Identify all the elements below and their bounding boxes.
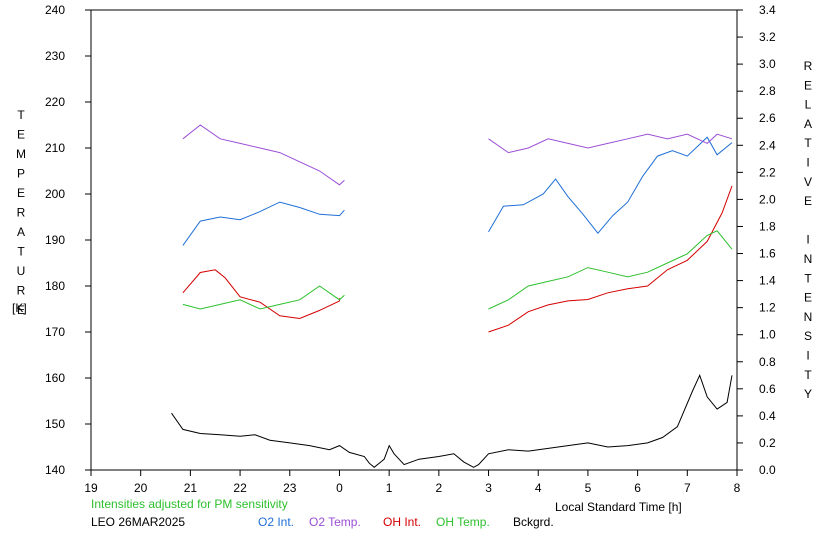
series-oh-int-line bbox=[182, 269, 340, 320]
x-tick-label: 19 bbox=[84, 481, 98, 495]
y-right-tick-label: 1.4 bbox=[759, 274, 776, 288]
x-tick-label: 4 bbox=[535, 481, 542, 495]
legend-item: OH Temp. bbox=[436, 515, 490, 529]
y-right-tick-label: 1.0 bbox=[759, 328, 776, 342]
y-right-label-char: E bbox=[804, 78, 812, 92]
note-text: Intensities adjusted for PM sensitivity bbox=[91, 497, 288, 511]
axes-layer: 19 20 21 22 23 0 1 2 3 4 5 6 7 8240230220210200190180… bbox=[45, 3, 776, 495]
y-right-label-char: V bbox=[804, 175, 812, 189]
x-tick-label: 20 bbox=[134, 481, 148, 495]
y-right-label-char: R bbox=[804, 59, 813, 73]
x-tick-label: 7 bbox=[684, 481, 691, 495]
y-right-tick-label: 2.0 bbox=[759, 192, 776, 206]
legend: O2 Int. O2 Temp. OH Int. OH Temp. Bckgrd. bbox=[258, 515, 554, 529]
legend-item: OH Int. bbox=[383, 515, 421, 529]
y-right-tick-label: 3.2 bbox=[759, 30, 776, 44]
y-right-tick-label: 0.6 bbox=[759, 382, 776, 396]
y-left-unit: [K] bbox=[12, 301, 27, 315]
series-oh-temp-line bbox=[182, 285, 345, 310]
y-right-tick-label: 1.8 bbox=[759, 219, 776, 233]
y-left-tick-label: 180 bbox=[45, 279, 65, 293]
series-o2-int-line bbox=[488, 136, 733, 234]
legend-item: O2 Int. bbox=[258, 515, 294, 529]
y-right-label-char: I bbox=[806, 156, 809, 170]
y-right-label-char: N bbox=[804, 310, 813, 324]
y-left-label-char: T bbox=[17, 245, 25, 259]
y-left-tick-label: 210 bbox=[45, 141, 65, 155]
y-left-tick-label: 230 bbox=[45, 49, 65, 63]
y-left-tick-label: 160 bbox=[45, 371, 65, 385]
y-left-label-char: R bbox=[17, 284, 26, 298]
series-o2-temp-line bbox=[182, 124, 345, 186]
x-tick-label: 0 bbox=[336, 481, 343, 495]
x-tick-label: 3 bbox=[485, 481, 492, 495]
y-right-tick-label: 1.2 bbox=[759, 301, 776, 315]
plot-area-frame bbox=[90, 9, 738, 471]
y-right-label-char: I bbox=[806, 349, 809, 363]
x-tick-label: 8 bbox=[734, 481, 741, 495]
y-left-label-char: R bbox=[17, 206, 26, 220]
site-date-text: LEO 26MAR2025 bbox=[91, 515, 185, 529]
y-left-label-char: A bbox=[17, 225, 25, 239]
y-left-tick-label: 190 bbox=[45, 233, 65, 247]
x-tick-label: 2 bbox=[436, 481, 443, 495]
x-tick-label: 6 bbox=[634, 481, 641, 495]
y-right-tick-label: 2.4 bbox=[759, 138, 776, 152]
series-o2-temp-line bbox=[488, 133, 733, 154]
y-right-label-char: E bbox=[804, 291, 812, 305]
y-right-label-char: L bbox=[805, 98, 812, 112]
y-right-label-char: S bbox=[804, 329, 812, 343]
y-left-label-char: E bbox=[17, 186, 25, 200]
y-left-tick-label: 240 bbox=[45, 3, 65, 17]
y-right-tick-label: 0.2 bbox=[759, 436, 776, 450]
y-left-label-char: M bbox=[16, 147, 26, 161]
legend-item: O2 Temp. bbox=[309, 515, 361, 529]
y-left-tick-label: 220 bbox=[45, 95, 65, 109]
y-right-label-char: T bbox=[804, 136, 812, 150]
y-right-tick-label: 2.6 bbox=[759, 111, 776, 125]
y-left-label-char: E bbox=[17, 303, 25, 317]
legend-item: Bckgrd. bbox=[513, 515, 554, 529]
y-right-tick-label: 2.8 bbox=[759, 84, 776, 98]
y-right-tick-label: 0.4 bbox=[759, 409, 776, 423]
y-left-tick-label: 170 bbox=[45, 325, 65, 339]
y-right-tick-label: 2.2 bbox=[759, 165, 776, 179]
y-right-tick-label: 1.6 bbox=[759, 247, 776, 261]
y-right-label-char: Y bbox=[804, 387, 812, 401]
x-tick-label: 23 bbox=[283, 481, 297, 495]
y-right-tick-label: 0.0 bbox=[759, 463, 776, 477]
y-left-tick-label: 150 bbox=[45, 417, 65, 431]
y-left-label-char: E bbox=[17, 128, 25, 142]
y-right-tick-label: 0.8 bbox=[759, 355, 776, 369]
y-left-label-char: P bbox=[17, 167, 25, 181]
series-layer bbox=[171, 124, 733, 468]
y-left-tick-label: 200 bbox=[45, 187, 65, 201]
y-right-label-char: A bbox=[804, 117, 812, 131]
y-right-label-char: I bbox=[806, 233, 809, 247]
y-right-tick-label: 3.0 bbox=[759, 57, 776, 71]
y-left-label-char: U bbox=[17, 264, 26, 278]
y-right-label-char: T bbox=[804, 271, 812, 285]
y-right-label-char: E bbox=[804, 194, 812, 208]
x-tick-label: 22 bbox=[233, 481, 247, 495]
y-right-tick-label: 3.4 bbox=[759, 3, 776, 17]
series-bckgrd-line bbox=[171, 373, 733, 468]
x-tick-label: 1 bbox=[386, 481, 393, 495]
x-tick-label: 5 bbox=[585, 481, 592, 495]
x-axis-label: Local Standard Time [h] bbox=[555, 500, 682, 514]
y-right-label-char: N bbox=[804, 252, 813, 266]
series-oh-temp-line bbox=[488, 230, 733, 310]
y-left-label-char: T bbox=[17, 108, 25, 122]
series-o2-int-line bbox=[182, 201, 345, 246]
y-left-tick-label: 140 bbox=[45, 463, 65, 477]
x-tick-label: 21 bbox=[184, 481, 198, 495]
series-oh-int-line bbox=[488, 185, 733, 333]
y-right-label-char: T bbox=[804, 368, 812, 382]
